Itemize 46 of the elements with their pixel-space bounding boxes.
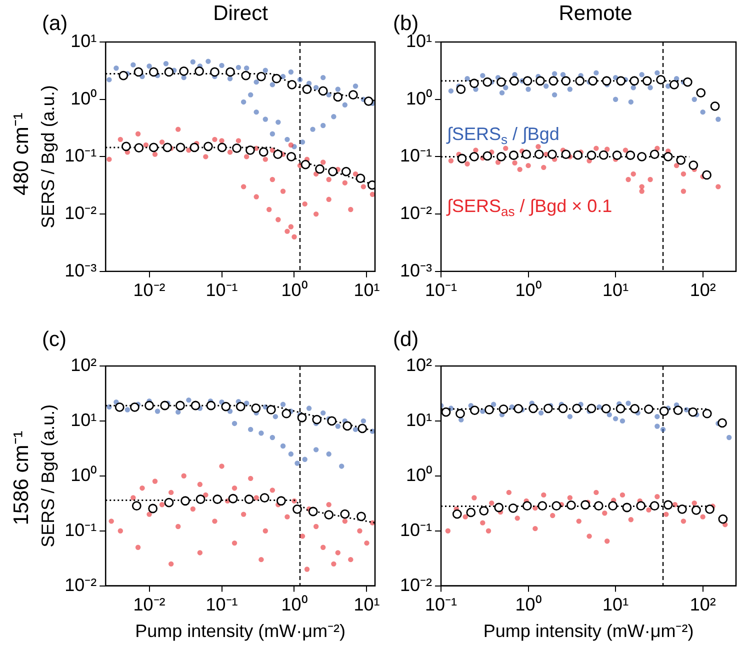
y-tick-label: 10¹ — [70, 30, 97, 51]
y-tick-label: 10² — [406, 354, 432, 375]
x-tick-label: 10⁻¹ — [206, 280, 238, 300]
text: 480 cm⁻¹ — [9, 112, 34, 198]
text: (a) — [42, 12, 68, 36]
y-tick-label: 10² — [70, 354, 97, 375]
x-axis-title: Pump intensity (mW·μm⁻²) — [135, 621, 346, 642]
y-tick-label: 10⁻² — [64, 203, 97, 224]
x-tick-label: 10¹ — [602, 594, 629, 615]
y-axis-title: SERS / Bgd (a.u.) — [38, 85, 58, 228]
x-tick-label: 10¹ — [354, 594, 380, 615]
y-tick-label: 10⁻² — [400, 574, 432, 595]
x-tick-label: 10⁻² — [133, 280, 166, 300]
x-tick-label: 10⁻¹ — [425, 594, 458, 615]
y-tick-label: 10⁰ — [70, 464, 97, 485]
text: 1586 cm⁻¹ — [9, 430, 34, 528]
y-axis-title: SERS / Bgd (a.u.) — [38, 404, 58, 548]
x-tick-label: 10² — [690, 280, 716, 300]
y-tick-label: 10⁰ — [70, 88, 97, 108]
y-tick-label: 10⁻¹ — [400, 520, 432, 540]
x-tick-label: 10⁰ — [281, 280, 308, 300]
x-tick-label: 10⁻¹ — [425, 280, 458, 300]
chart-title: Direct — [212, 2, 269, 26]
text: (d) — [393, 328, 419, 352]
y-tick-label: 10¹ — [70, 410, 97, 430]
y-tick-label: 10⁰ — [406, 88, 432, 108]
x-tick-label: 10² — [690, 594, 716, 615]
y-tick-label: 10⁻² — [64, 574, 97, 595]
y-tick-label: 10⁻³ — [400, 260, 432, 280]
chart-title: Remote — [558, 2, 634, 26]
text: (c) — [42, 328, 66, 352]
y-tick-label: 10⁻¹ — [64, 520, 97, 540]
x-tick-label: 10⁰ — [281, 594, 308, 615]
x-tick-label: 10⁰ — [515, 594, 542, 615]
x-tick-label: 10¹ — [602, 280, 629, 300]
x-tick-label: 10⁻² — [133, 594, 166, 615]
x-axis-title: Pump intensity (mW·μm⁻²) — [483, 621, 694, 642]
x-tick-label: 10⁻¹ — [206, 594, 238, 615]
x-tick-label: 10¹ — [354, 280, 380, 300]
y-tick-label: 10⁻¹ — [64, 146, 97, 166]
x-tick-label: 10⁰ — [515, 280, 542, 300]
y-tick-label: 10⁻¹ — [400, 146, 432, 166]
y-tick-label: 10⁻² — [400, 203, 432, 224]
y-tick-label: 10⁰ — [406, 464, 432, 485]
y-tick-label: 10¹ — [406, 410, 432, 430]
y-tick-label: 10⁻³ — [64, 260, 97, 280]
